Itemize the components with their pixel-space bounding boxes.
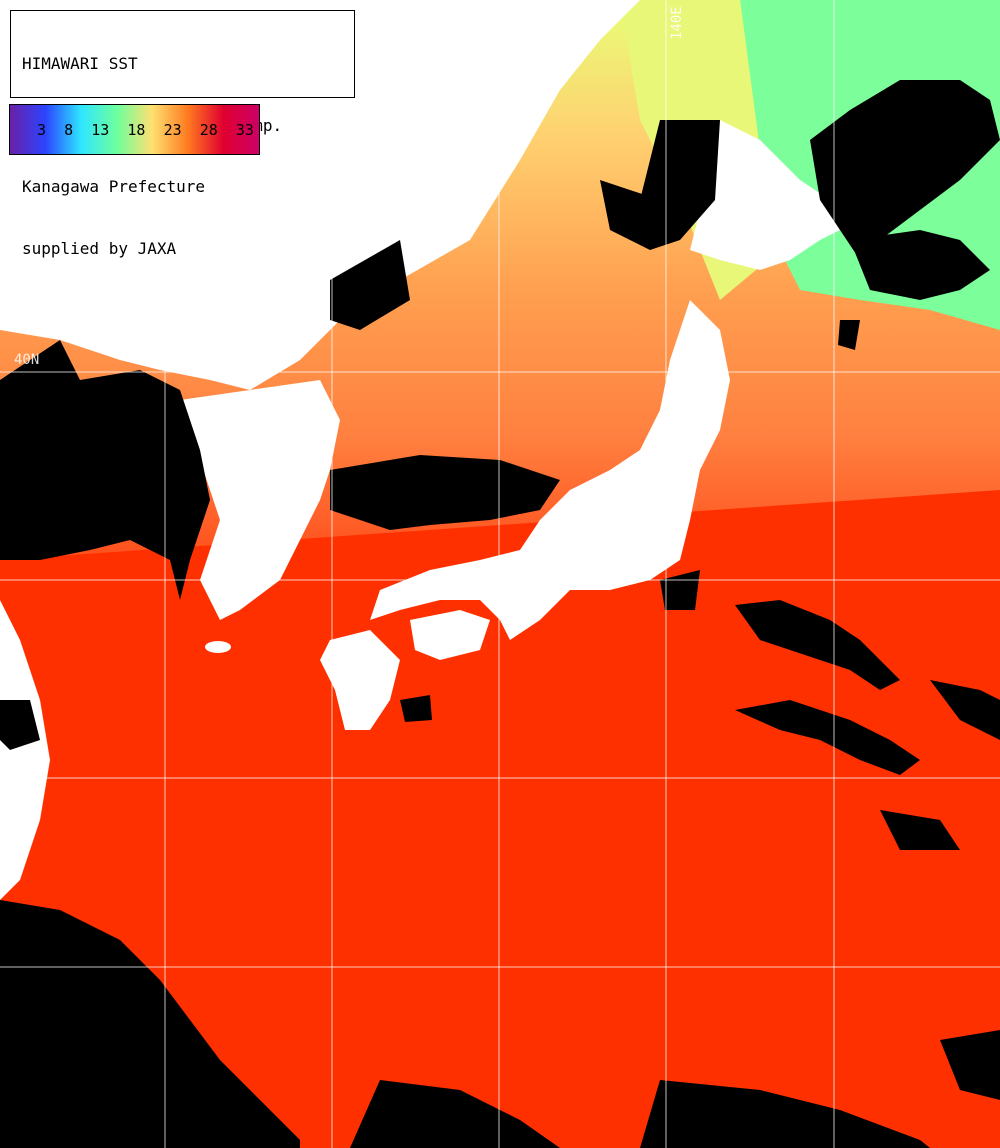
- legend-tick: 18: [127, 120, 146, 139]
- latitude-label-40n: 40N: [14, 352, 40, 368]
- land-china-coast: [0, 600, 50, 900]
- land-kyushu: [320, 630, 400, 730]
- warm-band-south: [0, 490, 1000, 1148]
- title-source: supplied by JAXA: [22, 238, 177, 258]
- legend-tick: 3: [37, 120, 47, 139]
- cloud-masks: [0, 80, 1000, 1148]
- title-region: Kanagawa Prefecture: [22, 177, 206, 196]
- longitude-label-140e: 140E: [669, 6, 685, 40]
- legend-gradient-bar: [10, 105, 259, 154]
- legend-tick: 33: [235, 120, 254, 139]
- legend-tick: 23: [163, 120, 182, 139]
- map-title-box: HIMAWARI SST 2025/09/15 21(UTC) 3H Comp.…: [10, 10, 355, 258]
- land-honshu: [370, 300, 730, 640]
- land-shikoku: [410, 610, 490, 660]
- legend-tick: 28: [199, 120, 218, 139]
- land-korea: [180, 380, 340, 620]
- legend-tick: 8: [64, 120, 74, 139]
- title-product: HIMAWARI SST: [22, 54, 138, 73]
- land-jeju: [205, 641, 231, 653]
- land-hokkaido: [690, 100, 960, 270]
- temperature-color-legend: 3 8 13 18 23 28 33: [9, 104, 260, 155]
- legend-tick: 13: [91, 120, 110, 139]
